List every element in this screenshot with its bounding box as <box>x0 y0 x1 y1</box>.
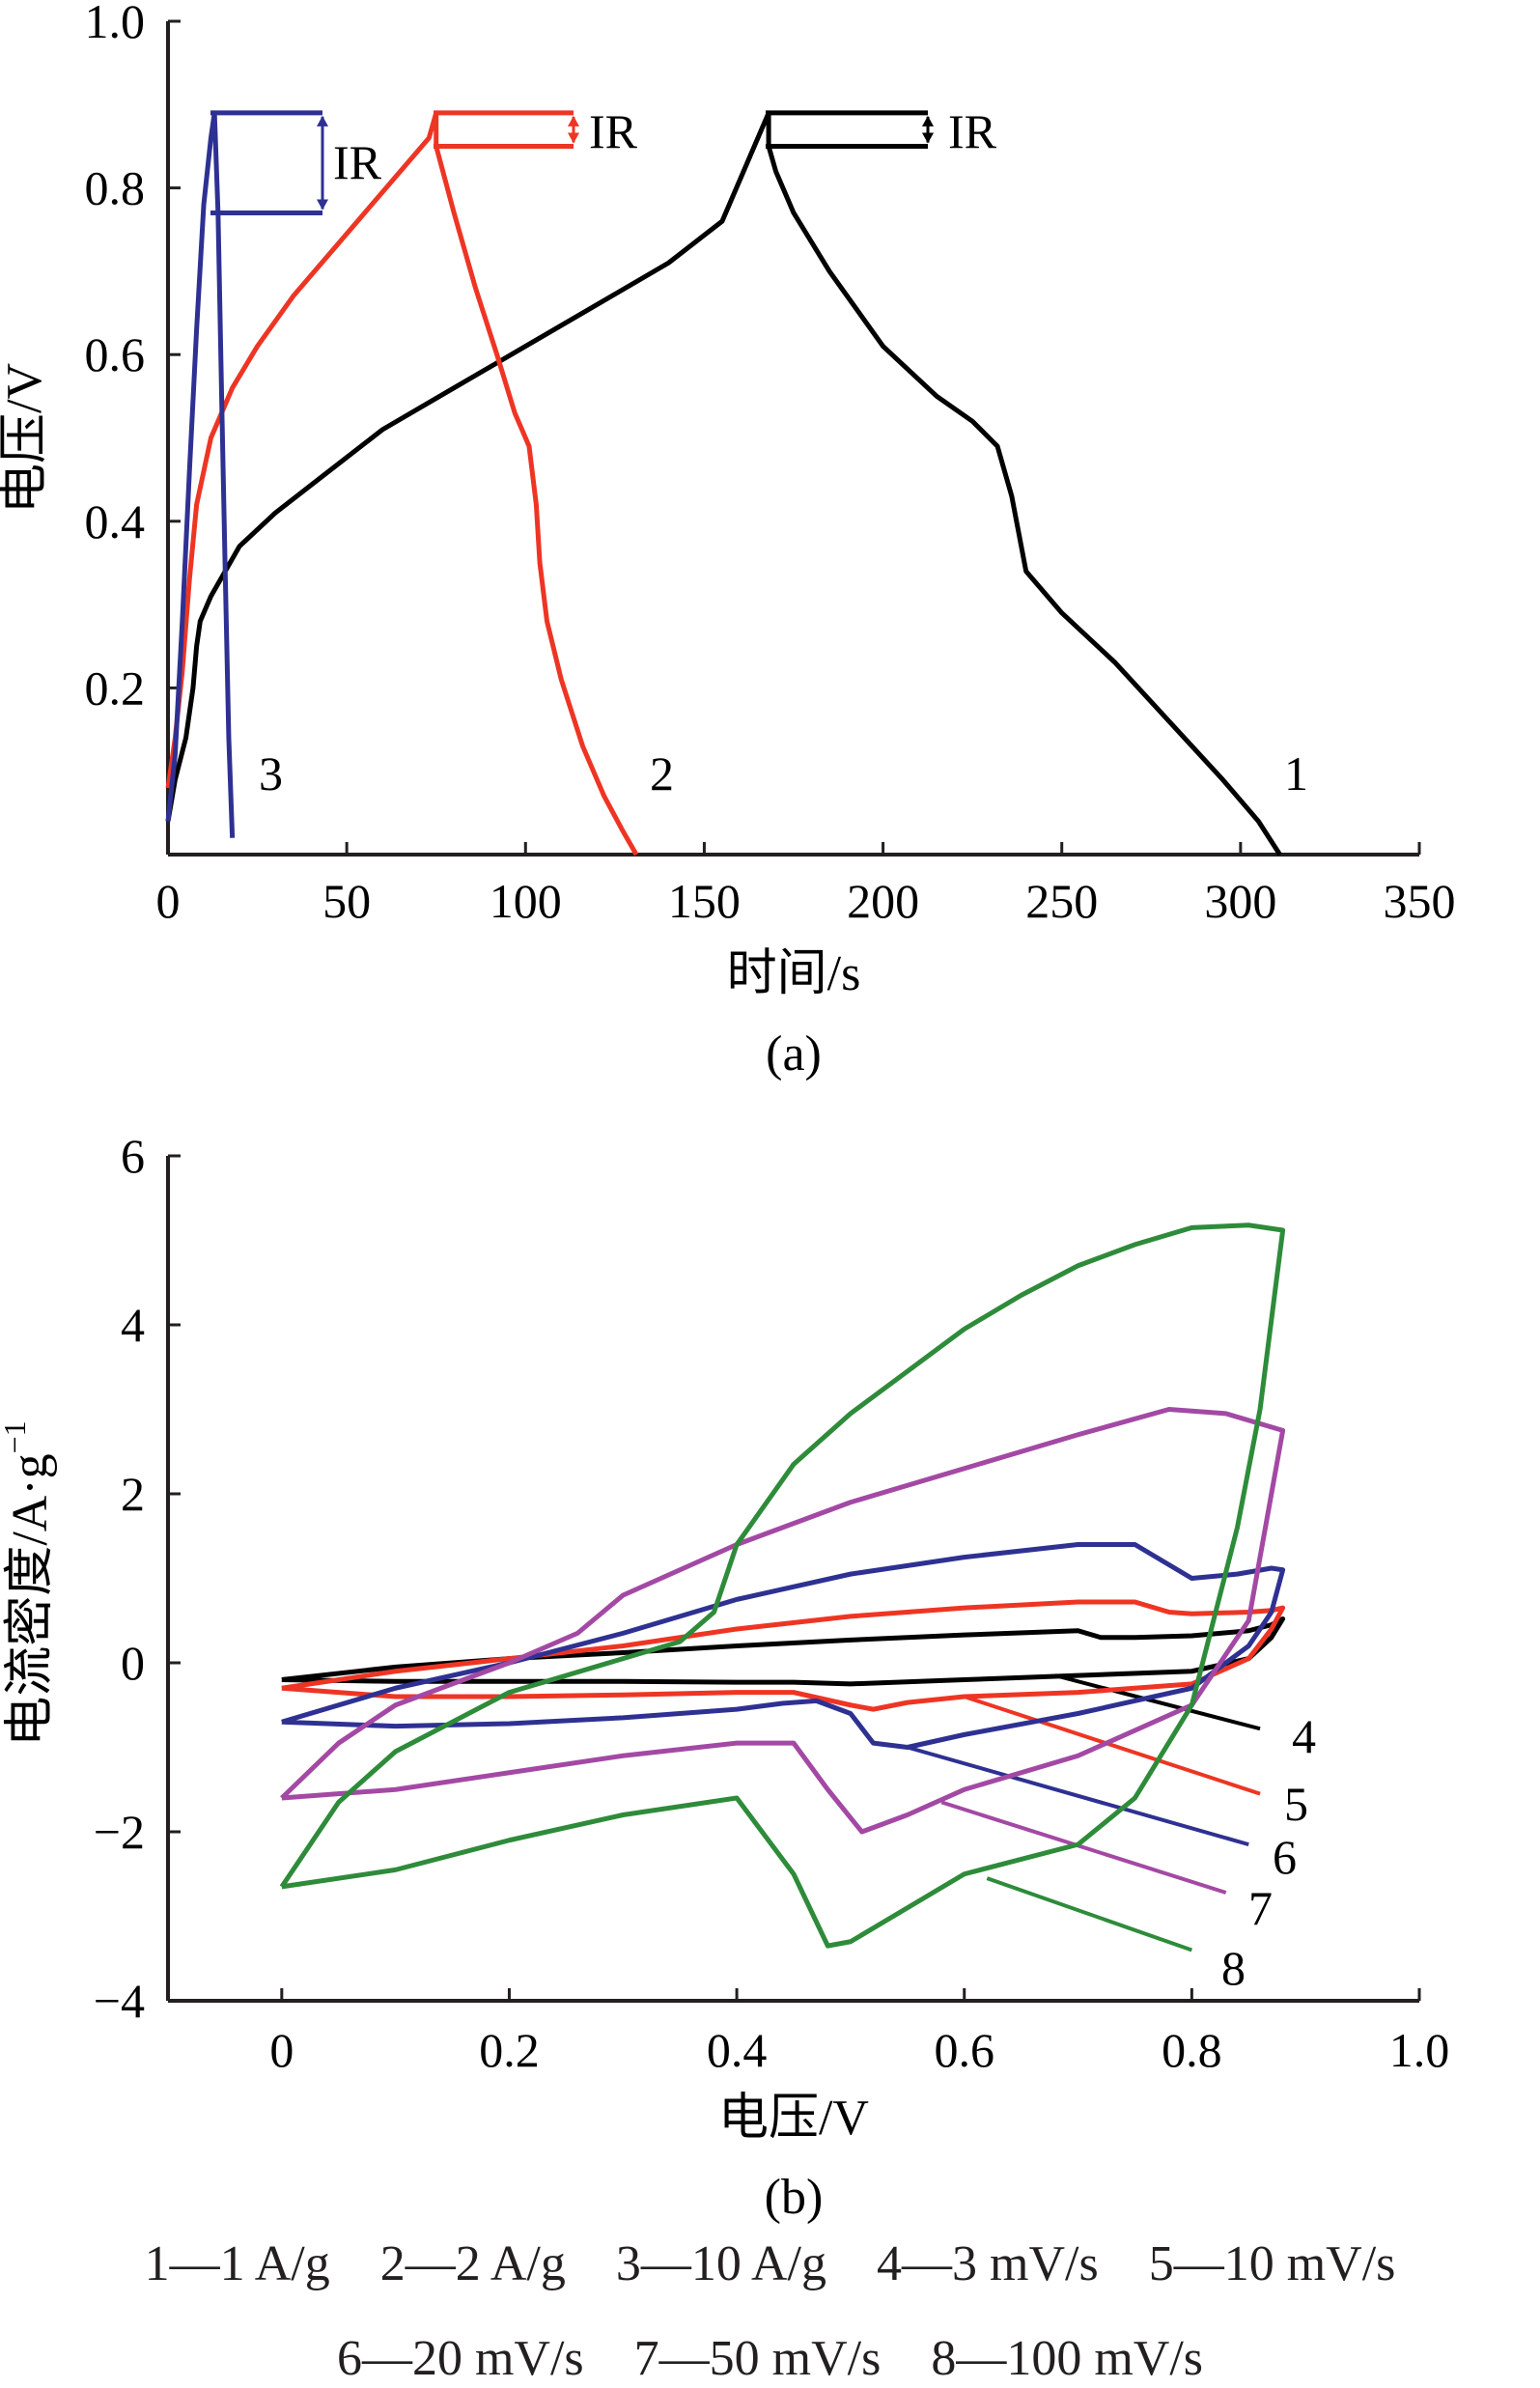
panel-b-ytick-label: −2 <box>94 1805 145 1859</box>
legend-entry: 6—20 mV/s <box>336 2331 584 2386</box>
series-1-label: 1 <box>1284 746 1308 801</box>
series-5-loop <box>281 1599 1286 1712</box>
series-7-label: 7 <box>1248 1881 1273 1935</box>
panel-a-ylabel: 电压/V <box>0 363 52 514</box>
panel-a-ytick-label: 0.8 <box>85 161 146 215</box>
legend-entry: 7—50 mV/s <box>633 2331 882 2386</box>
ir-label: IR <box>948 104 997 158</box>
series-5-label: 5 <box>1284 1777 1308 1831</box>
series-8-label: 8 <box>1221 1941 1246 1995</box>
series-2-line <box>165 110 639 857</box>
series-3-line <box>165 110 236 838</box>
ir-arrowhead-down <box>922 132 934 144</box>
series-4-leader <box>1054 1673 1261 1731</box>
series-5-leader <box>964 1695 1261 1796</box>
panel-b-xtick-label: 0.8 <box>1162 2023 1222 2077</box>
panel-b-ylabel: 电流密度/A·g−1 <box>0 1420 58 1746</box>
panel-b-ytick-label: −4 <box>94 1974 145 2028</box>
series-2-label: 2 <box>650 746 674 801</box>
panel-b-xtick-label: 1.0 <box>1389 2023 1450 2077</box>
ir-arrowhead-up <box>317 115 328 126</box>
ir-arrowhead-down <box>568 132 579 144</box>
ir-arrowhead-down <box>317 199 328 211</box>
panel-b-xlabel: 电压/V <box>718 2091 869 2146</box>
panel-a-ytick-label: 0.2 <box>85 660 146 715</box>
panel-a-xlabel: 时间/s <box>727 946 861 1001</box>
panel-b-ylabel-superscript: −1 <box>0 1420 32 1453</box>
series-6-label: 6 <box>1273 1830 1297 1884</box>
series-7-leader <box>940 1800 1227 1895</box>
panel-b-xtick-label: 0.4 <box>707 2023 768 2077</box>
ir-label: IR <box>589 104 638 158</box>
series-6-leader <box>907 1745 1249 1847</box>
series-4-loop <box>281 1616 1286 1687</box>
panel-a-xtick-label: 200 <box>847 874 919 928</box>
series-1-line <box>165 110 1282 857</box>
panel-b-xtick-label: 0 <box>269 2023 294 2077</box>
panel-b-ytick-label: 2 <box>121 1467 145 1521</box>
panel-a-xtick-label: 150 <box>668 874 741 928</box>
panel-a-label: (a) <box>766 1026 822 1082</box>
series-6-loop <box>281 1542 1286 1750</box>
panel-a-xtick-label: 300 <box>1204 874 1276 928</box>
legend-entry: 4—3 mV/s <box>877 2236 1099 2291</box>
panel-b-xtick-label: 0.6 <box>934 2023 994 2077</box>
legend-entry: 5—10 mV/s <box>1148 2236 1396 2291</box>
ir-label: IR <box>333 135 382 189</box>
legend-entry: 8—100 mV/s <box>931 2331 1204 2386</box>
panel-b-ytick-label: 6 <box>121 1129 145 1183</box>
legend-row-2: 6—20 mV/s 7—50 mV/s 8—100 mV/s <box>0 2330 1540 2388</box>
series-7-loop <box>280 1407 1286 1835</box>
ir-arrowhead-up <box>568 115 579 126</box>
ir-drop-markers: IR IR IR <box>210 104 997 215</box>
panel-a-xtick-label: 350 <box>1384 874 1456 928</box>
series-4-label: 4 <box>1292 1709 1316 1763</box>
panel-b-ylabel-text: 电流密度/A·g <box>3 1453 58 1746</box>
panel-a-ytick-label: 1.0 <box>85 0 146 48</box>
legend-row-1: 1—1 A/g 2—2 A/g 3—10 A/g 4—3 mV/s 5—10 m… <box>0 2235 1540 2293</box>
panel-a-xtick-label: 50 <box>322 874 371 928</box>
panel-a-ytick-label: 0.4 <box>85 494 146 548</box>
panel-b-ytick-label: 4 <box>121 1298 145 1352</box>
series-8-leader <box>986 1876 1193 1953</box>
legend-entry: 2—2 A/g <box>379 2236 566 2291</box>
panel-b-label: (b) <box>765 2170 824 2225</box>
ir-arrowhead-up <box>922 115 934 126</box>
panel-b-ytick-label: 0 <box>121 1636 145 1690</box>
panel-a-xtick-label: 250 <box>1025 874 1098 928</box>
series-3-label: 3 <box>259 746 283 801</box>
panel-a-charge-discharge: 0 50 100 150 200 250 300 350 0.2 0.4 0.6 0.8 1.0 1 2 3… <box>0 0 1456 1082</box>
panel-a-xtick-label: 0 <box>156 874 181 928</box>
series-8-loop <box>279 1222 1286 1949</box>
panel-a-xtick-label: 100 <box>490 874 562 928</box>
panel-a-ytick-label: 0.6 <box>85 327 146 381</box>
panel-b-xtick-label: 0.2 <box>479 2023 540 2077</box>
legend-entry: 1—1 A/g <box>144 2236 330 2291</box>
legend-entry: 3—10 A/g <box>615 2236 827 2291</box>
